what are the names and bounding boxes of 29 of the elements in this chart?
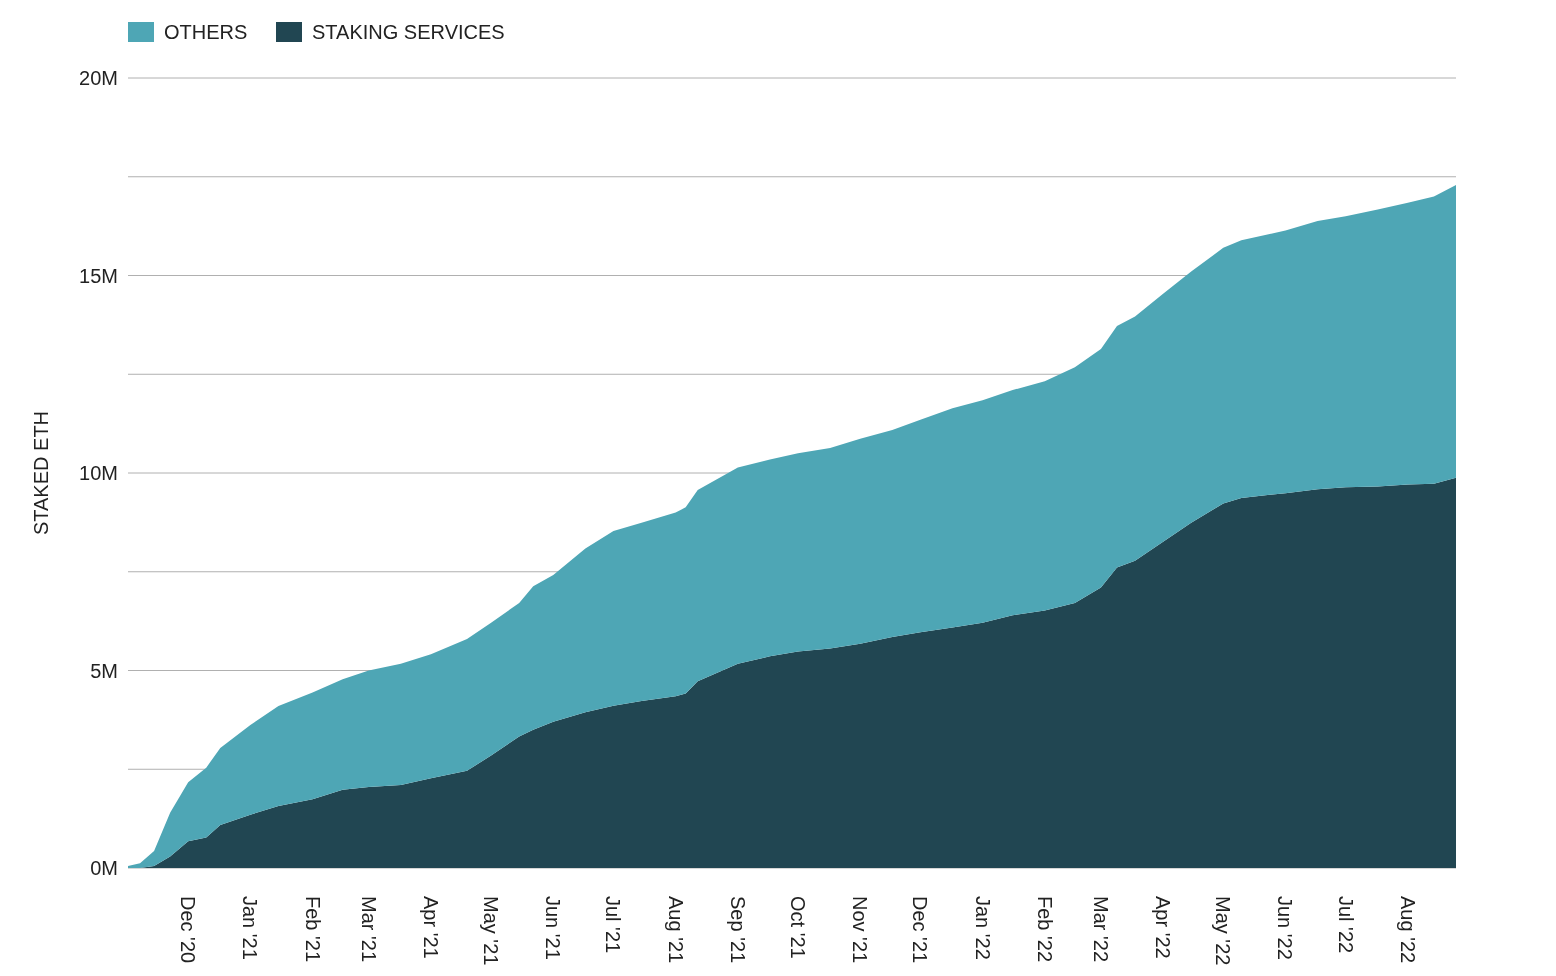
x-tick-label: Mar '21 (357, 896, 380, 963)
x-tick-label: Oct '21 (787, 896, 810, 959)
x-tick-label: Apr '21 (419, 896, 442, 959)
y-axis-title: STAKED ETH (30, 410, 52, 536)
x-tick-label: Jul '21 (602, 896, 625, 954)
x-tick-label: Aug '21 (664, 896, 687, 964)
x-tick-label: May '21 (480, 896, 503, 966)
y-tick-label: 5M (90, 659, 118, 682)
x-tick-label: Mar '22 (1089, 896, 1112, 963)
x-tick-label: Aug '22 (1396, 896, 1419, 964)
x-tick-label: Feb '22 (1033, 896, 1056, 963)
legend-label: STAKING SERVICES (312, 21, 505, 43)
y-tick-label: 0M (90, 857, 118, 879)
x-tick-label: Jul '22 (1334, 896, 1357, 954)
x-tick-label: Jun '22 (1274, 896, 1297, 960)
x-tick-label: Dec '21 (909, 896, 932, 964)
y-tick-label: 15M (79, 264, 118, 287)
x-tick-label: Jan '21 (239, 896, 262, 960)
x-tick-label: Nov '21 (849, 896, 872, 964)
y-tick-label: 10M (79, 462, 118, 484)
x-tick-label: Jun '21 (542, 896, 565, 960)
x-tick-label: Sep '21 (726, 896, 749, 964)
x-tick-label: Jan '22 (971, 896, 994, 960)
x-tick-label: Apr '22 (1152, 896, 1175, 959)
y-tick-label: 20M (79, 67, 118, 89)
x-tick-label: Dec '20 (177, 896, 200, 964)
legend-label: OTHERS (164, 21, 248, 43)
x-tick-label: Feb '21 (301, 896, 324, 963)
x-tick-label: May '22 (1212, 896, 1235, 966)
